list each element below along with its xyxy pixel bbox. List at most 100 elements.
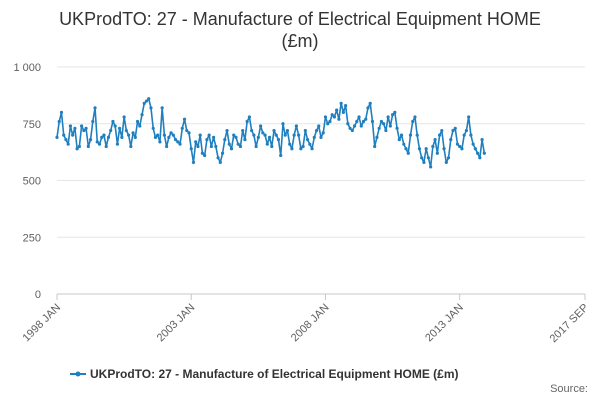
- data-point[interactable]: [252, 133, 256, 137]
- data-point[interactable]: [140, 113, 144, 117]
- data-point[interactable]: [86, 144, 90, 149]
- data-point[interactable]: [71, 133, 75, 137]
- data-point[interactable]: [189, 147, 193, 151]
- data-point[interactable]: [220, 151, 225, 155]
- data-point[interactable]: [395, 126, 399, 130]
- data-point[interactable]: [397, 138, 401, 142]
- data-point[interactable]: [326, 122, 330, 126]
- data-point[interactable]: [288, 142, 292, 146]
- data-point[interactable]: [458, 144, 462, 149]
- data-point[interactable]: [323, 115, 328, 119]
- data-point[interactable]: [205, 138, 209, 142]
- data-point[interactable]: [422, 160, 426, 164]
- data-point[interactable]: [267, 135, 272, 139]
- data-point[interactable]: [185, 128, 189, 133]
- data-point[interactable]: [167, 135, 171, 139]
- data-point[interactable]: [451, 128, 455, 133]
- data-point[interactable]: [437, 133, 442, 137]
- data-point[interactable]: [388, 124, 392, 128]
- data-point[interactable]: [297, 133, 301, 137]
- data-point[interactable]: [209, 144, 213, 149]
- data-point[interactable]: [330, 113, 334, 117]
- data-point[interactable]: [212, 135, 216, 139]
- data-point[interactable]: [406, 151, 410, 155]
- data-point[interactable]: [122, 115, 126, 119]
- data-point[interactable]: [162, 133, 166, 137]
- data-point[interactable]: [344, 103, 348, 108]
- data-point[interactable]: [377, 126, 381, 130]
- data-point[interactable]: [95, 140, 99, 144]
- data-point[interactable]: [339, 101, 343, 105]
- data-point[interactable]: [303, 128, 307, 133]
- data-point[interactable]: [80, 124, 84, 128]
- data-point[interactable]: [149, 106, 153, 110]
- data-point[interactable]: [133, 135, 137, 139]
- data-point[interactable]: [332, 115, 337, 119]
- data-point[interactable]: [109, 128, 113, 133]
- data-point[interactable]: [393, 110, 397, 114]
- data-point[interactable]: [263, 133, 267, 137]
- data-point[interactable]: [115, 142, 120, 146]
- data-point[interactable]: [352, 124, 357, 128]
- data-point[interactable]: [305, 138, 310, 142]
- data-point[interactable]: [178, 142, 182, 146]
- data-point[interactable]: [335, 108, 339, 112]
- data-point[interactable]: [299, 147, 303, 151]
- data-point[interactable]: [232, 133, 236, 137]
- data-point[interactable]: [120, 135, 124, 139]
- data-point[interactable]: [473, 147, 477, 151]
- data-point[interactable]: [82, 128, 86, 133]
- data-point[interactable]: [126, 133, 131, 137]
- data-point[interactable]: [453, 126, 457, 130]
- data-point[interactable]: [258, 124, 263, 128]
- data-point[interactable]: [229, 147, 234, 151]
- data-point[interactable]: [314, 128, 319, 133]
- data-point[interactable]: [100, 135, 104, 139]
- data-point[interactable]: [359, 124, 363, 128]
- data-point[interactable]: [129, 144, 133, 149]
- data-point[interactable]: [274, 133, 278, 137]
- data-point[interactable]: [420, 156, 424, 160]
- data-point[interactable]: [214, 144, 218, 149]
- legend-series-label[interactable]: UKProdTO: 27 - Manufacture of Electrical…: [90, 367, 459, 381]
- data-point[interactable]: [469, 133, 473, 137]
- data-point[interactable]: [158, 140, 162, 144]
- data-point[interactable]: [254, 144, 258, 149]
- data-point[interactable]: [279, 153, 283, 158]
- data-point[interactable]: [373, 144, 377, 149]
- data-point[interactable]: [187, 131, 191, 135]
- data-point[interactable]: [308, 142, 312, 146]
- data-point[interactable]: [471, 142, 475, 146]
- data-point[interactable]: [379, 119, 384, 124]
- data-point[interactable]: [404, 147, 408, 151]
- data-point[interactable]: [234, 135, 238, 139]
- data-point[interactable]: [106, 135, 111, 139]
- data-point[interactable]: [478, 156, 482, 160]
- data-point[interactable]: [321, 131, 325, 135]
- data-point[interactable]: [281, 122, 285, 126]
- data-point[interactable]: [84, 126, 88, 130]
- data-point[interactable]: [57, 119, 61, 124]
- data-point[interactable]: [270, 144, 274, 149]
- data-point[interactable]: [256, 135, 260, 139]
- data-point[interactable]: [276, 138, 281, 142]
- data-point[interactable]: [294, 124, 298, 128]
- data-point[interactable]: [138, 124, 142, 128]
- data-point[interactable]: [77, 144, 81, 149]
- data-point[interactable]: [59, 110, 64, 114]
- data-point[interactable]: [301, 144, 305, 149]
- data-point[interactable]: [223, 138, 227, 142]
- data-point[interactable]: [203, 153, 207, 158]
- data-point[interactable]: [440, 128, 444, 133]
- data-point[interactable]: [482, 151, 486, 155]
- data-point[interactable]: [144, 99, 149, 103]
- data-point[interactable]: [135, 119, 140, 124]
- data-point[interactable]: [382, 122, 386, 126]
- data-point[interactable]: [431, 144, 435, 149]
- data-point[interactable]: [402, 142, 406, 146]
- data-point[interactable]: [424, 147, 428, 151]
- data-point[interactable]: [194, 140, 198, 144]
- data-point[interactable]: [348, 126, 352, 130]
- data-point[interactable]: [200, 151, 205, 155]
- data-point[interactable]: [218, 160, 222, 164]
